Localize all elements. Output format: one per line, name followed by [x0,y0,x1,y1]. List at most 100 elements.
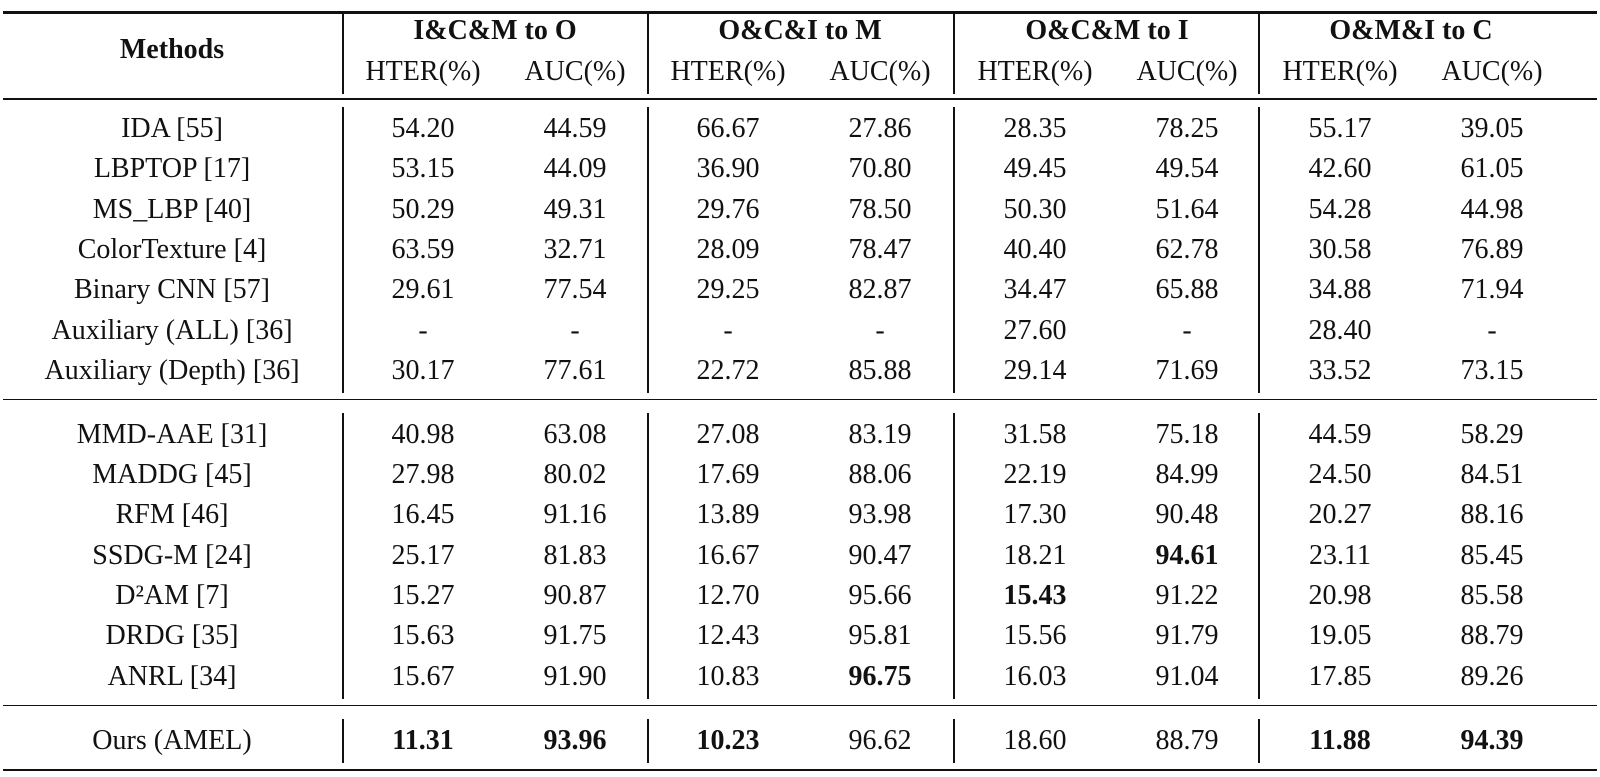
table-cell: 63.08 [543,418,607,450]
row-label: DRDG [35] [105,620,239,652]
table-cell: 30.58 [1308,233,1372,265]
table-cell: 19.05 [1308,620,1372,652]
row-label: ColorTexture [4] [77,233,267,265]
table-cell: 11.31 [392,724,454,756]
table-cell: 84.51 [1460,459,1524,491]
table-cell: 95.81 [848,620,912,652]
table-cell: - [875,314,885,346]
table-cell: 49.54 [1155,153,1219,185]
table-cell: 20.98 [1308,580,1372,611]
table-cell: 34.88 [1308,274,1372,306]
column-header: HTER(%) [670,56,786,87]
table-cell: 76.89 [1460,233,1524,265]
table-cell: 29.14 [1003,354,1067,386]
column-divider [342,718,344,763]
row-label: ANRL [34] [107,660,237,692]
table-cell: 54.28 [1308,193,1372,225]
group-header: I&C&M to O [413,15,577,46]
table-cell: 20.27 [1308,499,1372,531]
table-cell: 93.98 [848,499,912,531]
table-cell: 90.87 [543,580,607,611]
table-cell: 77.61 [543,354,607,386]
table-cell: 15.43 [1003,580,1067,611]
table-cell: 91.16 [543,499,607,531]
table-cell: - [570,314,580,346]
table-cell: 63.59 [391,233,455,265]
table-cell: 54.20 [391,113,455,144]
table-cell: 50.30 [1003,193,1067,225]
table-cell: 13.89 [696,499,760,531]
table-cell: 17.69 [696,459,760,491]
row-label: LBPTOP [17] [93,153,251,185]
column-header: HTER(%) [1282,56,1398,87]
table-cell: 90.48 [1155,499,1219,531]
table-cell: 94.61 [1155,539,1219,571]
table-cell: 94.39 [1460,724,1524,756]
row-label: IDA [55] [121,113,223,144]
column-header: Methods [119,34,225,65]
table-cell: 96.75 [848,660,912,692]
rule [3,704,1597,707]
table-cell: 88.06 [848,459,912,491]
table-cell: 73.15 [1460,354,1524,386]
table-cell: 15.27 [391,580,455,611]
column-divider [342,412,344,699]
table-cell: 42.60 [1308,153,1372,185]
table-cell: - [418,314,428,346]
row-label: MADDG [45] [92,459,252,491]
table-cell: - [723,314,733,346]
table-cell: 96.62 [848,724,912,756]
table-cell: 91.90 [543,660,607,692]
table-cell: 91.22 [1155,580,1219,611]
table-cell: - [1487,314,1497,346]
column-header: HTER(%) [365,56,481,87]
table-cell: 88.79 [1460,620,1524,652]
table-cell: 50.29 [391,193,455,225]
table-cell: 32.71 [543,233,607,265]
table-cell: 58.29 [1460,418,1524,450]
table-cell: 44.59 [543,113,607,144]
table-cell: 24.50 [1308,459,1372,491]
column-divider [1258,412,1260,699]
table-cell: 91.79 [1155,620,1219,652]
table-cell: 28.35 [1003,113,1067,144]
row-label: Auxiliary (ALL) [36] [51,314,293,346]
table-cell: 29.76 [696,193,760,225]
table-cell: 51.64 [1155,193,1219,225]
table-cell: 10.23 [696,724,760,756]
table-cell: 39.05 [1460,113,1524,144]
table-cell: 91.04 [1155,660,1219,692]
table-cell: 11.88 [1309,724,1371,756]
column-divider [647,107,649,393]
table-cell: 23.11 [1309,539,1371,571]
column-divider [953,12,955,94]
row-label: Binary CNN [57] [74,274,270,306]
row-label: SSDG-M [24] [92,539,252,571]
row-label: MS_LBP [40] [92,193,252,225]
column-divider [1258,718,1260,763]
column-divider [647,718,649,763]
table-cell: 90.47 [848,539,912,571]
table-cell: 78.25 [1155,113,1219,144]
group-header: O&M&I to C [1329,15,1493,46]
table-cell: 71.94 [1460,274,1524,306]
table-cell: 55.17 [1308,113,1372,144]
table-cell: 53.15 [391,153,455,185]
table-cell: 89.26 [1460,660,1524,692]
table-cell: 44.59 [1308,418,1372,450]
column-header: HTER(%) [977,56,1093,87]
table-cell: 78.47 [848,233,912,265]
table-cell: 33.52 [1308,354,1372,386]
column-divider [953,107,955,393]
table-cell: 29.61 [391,274,455,306]
table-cell: 12.43 [696,620,760,652]
table-cell: 95.66 [848,580,912,611]
table-cell: 22.72 [696,354,760,386]
table-cell: 18.21 [1003,539,1067,571]
table-cell: 83.19 [848,418,912,450]
table-cell: 27.60 [1003,314,1067,346]
table-cell: 27.98 [391,459,455,491]
table-cell: 71.69 [1155,354,1219,386]
column-divider [953,412,955,699]
